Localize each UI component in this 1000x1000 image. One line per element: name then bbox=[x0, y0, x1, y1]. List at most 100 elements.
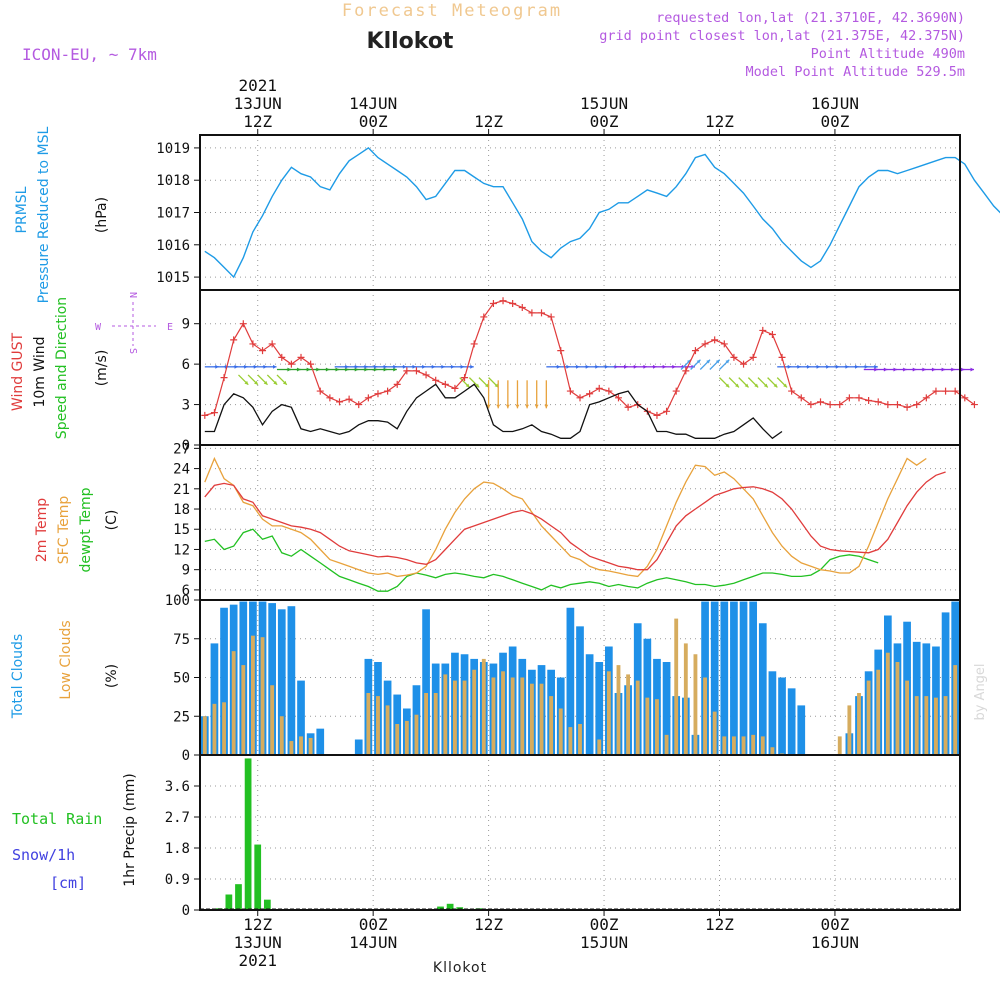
wind-arrow-head bbox=[706, 359, 711, 364]
footer-station: Kllokot bbox=[433, 960, 487, 976]
x-tick-label-bottom: 12Z bbox=[474, 915, 503, 934]
compass-n: N bbox=[127, 292, 138, 298]
wind-gust-marker bbox=[740, 360, 748, 368]
wind-gust-marker bbox=[470, 340, 478, 348]
wind-gust-marker bbox=[441, 380, 449, 388]
temp-2m-label: 2m Temp bbox=[34, 498, 50, 562]
x-tick-label-top: 00Z bbox=[820, 112, 849, 131]
low-cloud-bar bbox=[606, 671, 611, 755]
wind-gust-marker bbox=[653, 411, 661, 419]
y-tick-label: 1018 bbox=[156, 173, 190, 189]
low-cloud-bar bbox=[693, 654, 698, 755]
wind-gust-marker bbox=[489, 299, 497, 307]
precip-bar bbox=[235, 884, 242, 910]
wind-arrow-head bbox=[763, 383, 768, 388]
y-tick-label: 9 bbox=[182, 317, 190, 333]
x-tick-label-bottom: 13JUN bbox=[234, 933, 282, 952]
y-tick-label: 0 bbox=[182, 903, 190, 919]
low-cloud-bar bbox=[260, 637, 265, 755]
total-cloud-bar bbox=[220, 607, 228, 755]
wind-gust-marker bbox=[778, 353, 786, 361]
wind-gust-marker bbox=[624, 403, 632, 411]
wind-speed-line bbox=[204, 383, 783, 440]
wind-gust-marker bbox=[855, 394, 863, 402]
low-cloud-bar bbox=[760, 736, 765, 755]
compass-e: E bbox=[167, 322, 173, 333]
wind-gust-marker bbox=[249, 340, 257, 348]
watermark: by Angel bbox=[973, 663, 988, 720]
total-cloud-bar bbox=[768, 671, 777, 755]
point-info-line: Model Point Altitude 529.5m bbox=[746, 64, 965, 80]
low-cloud-bar bbox=[876, 669, 881, 755]
low-cloud-bar bbox=[770, 747, 775, 755]
wind-label: 10m Wind bbox=[32, 336, 48, 407]
wind-gust-marker bbox=[951, 387, 959, 395]
y-tick-label: 1017 bbox=[156, 206, 190, 222]
pressure-unit: (hPa) bbox=[94, 197, 110, 233]
compass-w: W bbox=[95, 322, 102, 333]
low-cloud-bar bbox=[578, 724, 582, 755]
y-tick-label: 9 bbox=[182, 563, 190, 579]
low-cloud-bar bbox=[424, 693, 428, 755]
low-cloud-bar bbox=[385, 705, 390, 755]
wind-gust-marker bbox=[788, 387, 796, 395]
meteogram-subtitle: Forecast Meteogram bbox=[342, 1, 562, 21]
low-cloud-bar bbox=[751, 734, 756, 755]
y-tick-label: 0 bbox=[182, 438, 190, 454]
compass-s: S bbox=[127, 348, 138, 354]
wind-gust-marker bbox=[316, 387, 324, 395]
x-tick-label-top: 2021 bbox=[238, 76, 277, 95]
wind-gust-marker bbox=[711, 336, 719, 344]
total-cloud-bar bbox=[268, 603, 276, 755]
wind-arrow-head bbox=[263, 380, 268, 385]
wind-gust-marker bbox=[509, 299, 517, 307]
x-tick-label-top: 13JUN bbox=[234, 94, 282, 113]
total-cloud-bar bbox=[210, 643, 219, 755]
wind-arrow-head bbox=[525, 404, 530, 409]
wind-gust-marker bbox=[865, 397, 873, 405]
total-cloud-bar bbox=[941, 612, 950, 755]
total-cloud-bar bbox=[720, 601, 729, 755]
wind-gust-marker bbox=[720, 340, 728, 348]
low-cloud-bar bbox=[404, 720, 409, 755]
wind-gust-marker bbox=[538, 309, 546, 317]
wind-gust-marker bbox=[932, 387, 940, 395]
low-cloud-bar bbox=[905, 680, 910, 755]
wind-arrow-head bbox=[735, 383, 739, 388]
x-tick-label-bottom: 00Z bbox=[359, 915, 388, 934]
wind-arrow-head bbox=[970, 367, 974, 372]
y-tick-label: 75 bbox=[173, 632, 190, 648]
low-cloud-bar bbox=[366, 693, 371, 755]
low-cloud-bar bbox=[914, 696, 919, 755]
low-cloud-bar bbox=[433, 693, 438, 755]
wind-gust-marker bbox=[268, 340, 276, 348]
low-cloud-bar bbox=[462, 680, 467, 755]
wind-gust-marker bbox=[807, 401, 815, 409]
low-cloud-bar bbox=[453, 680, 457, 755]
total-clouds-label: Total Clouds bbox=[10, 634, 26, 719]
low-cloud-bar bbox=[510, 677, 515, 755]
low-cloud-bar bbox=[481, 658, 486, 755]
pressure-label-a: PRMSL bbox=[14, 186, 30, 233]
low-cloud-bar bbox=[626, 674, 631, 755]
y-tick-label: 6 bbox=[182, 583, 190, 599]
wind-gust-marker bbox=[836, 401, 844, 409]
wind-gust-marker bbox=[961, 394, 969, 402]
wind-gust-label: Wind GUST bbox=[10, 332, 26, 411]
wind-gust-marker bbox=[547, 313, 555, 321]
wind-gust-marker bbox=[210, 409, 218, 417]
low-cloud-bar bbox=[885, 652, 890, 755]
precip-unit: 1hr Precip (mm) bbox=[122, 773, 138, 886]
wind-gust-marker bbox=[682, 367, 690, 375]
wind-direction-label: Speed and Direction bbox=[54, 297, 70, 439]
wind-arrow-head bbox=[696, 359, 701, 364]
wind-gust-marker bbox=[970, 401, 978, 409]
x-tick-label-top: 14JUN bbox=[349, 94, 397, 113]
precip-bar bbox=[244, 758, 252, 910]
low-cloud-bar bbox=[703, 677, 707, 755]
x-tick-label-top: 16JUN bbox=[811, 94, 859, 113]
wind-arrow-head bbox=[470, 364, 474, 369]
wind-gust-marker bbox=[384, 387, 392, 395]
low-cloud-bar bbox=[934, 697, 938, 755]
wind-arrow-head bbox=[254, 380, 258, 385]
